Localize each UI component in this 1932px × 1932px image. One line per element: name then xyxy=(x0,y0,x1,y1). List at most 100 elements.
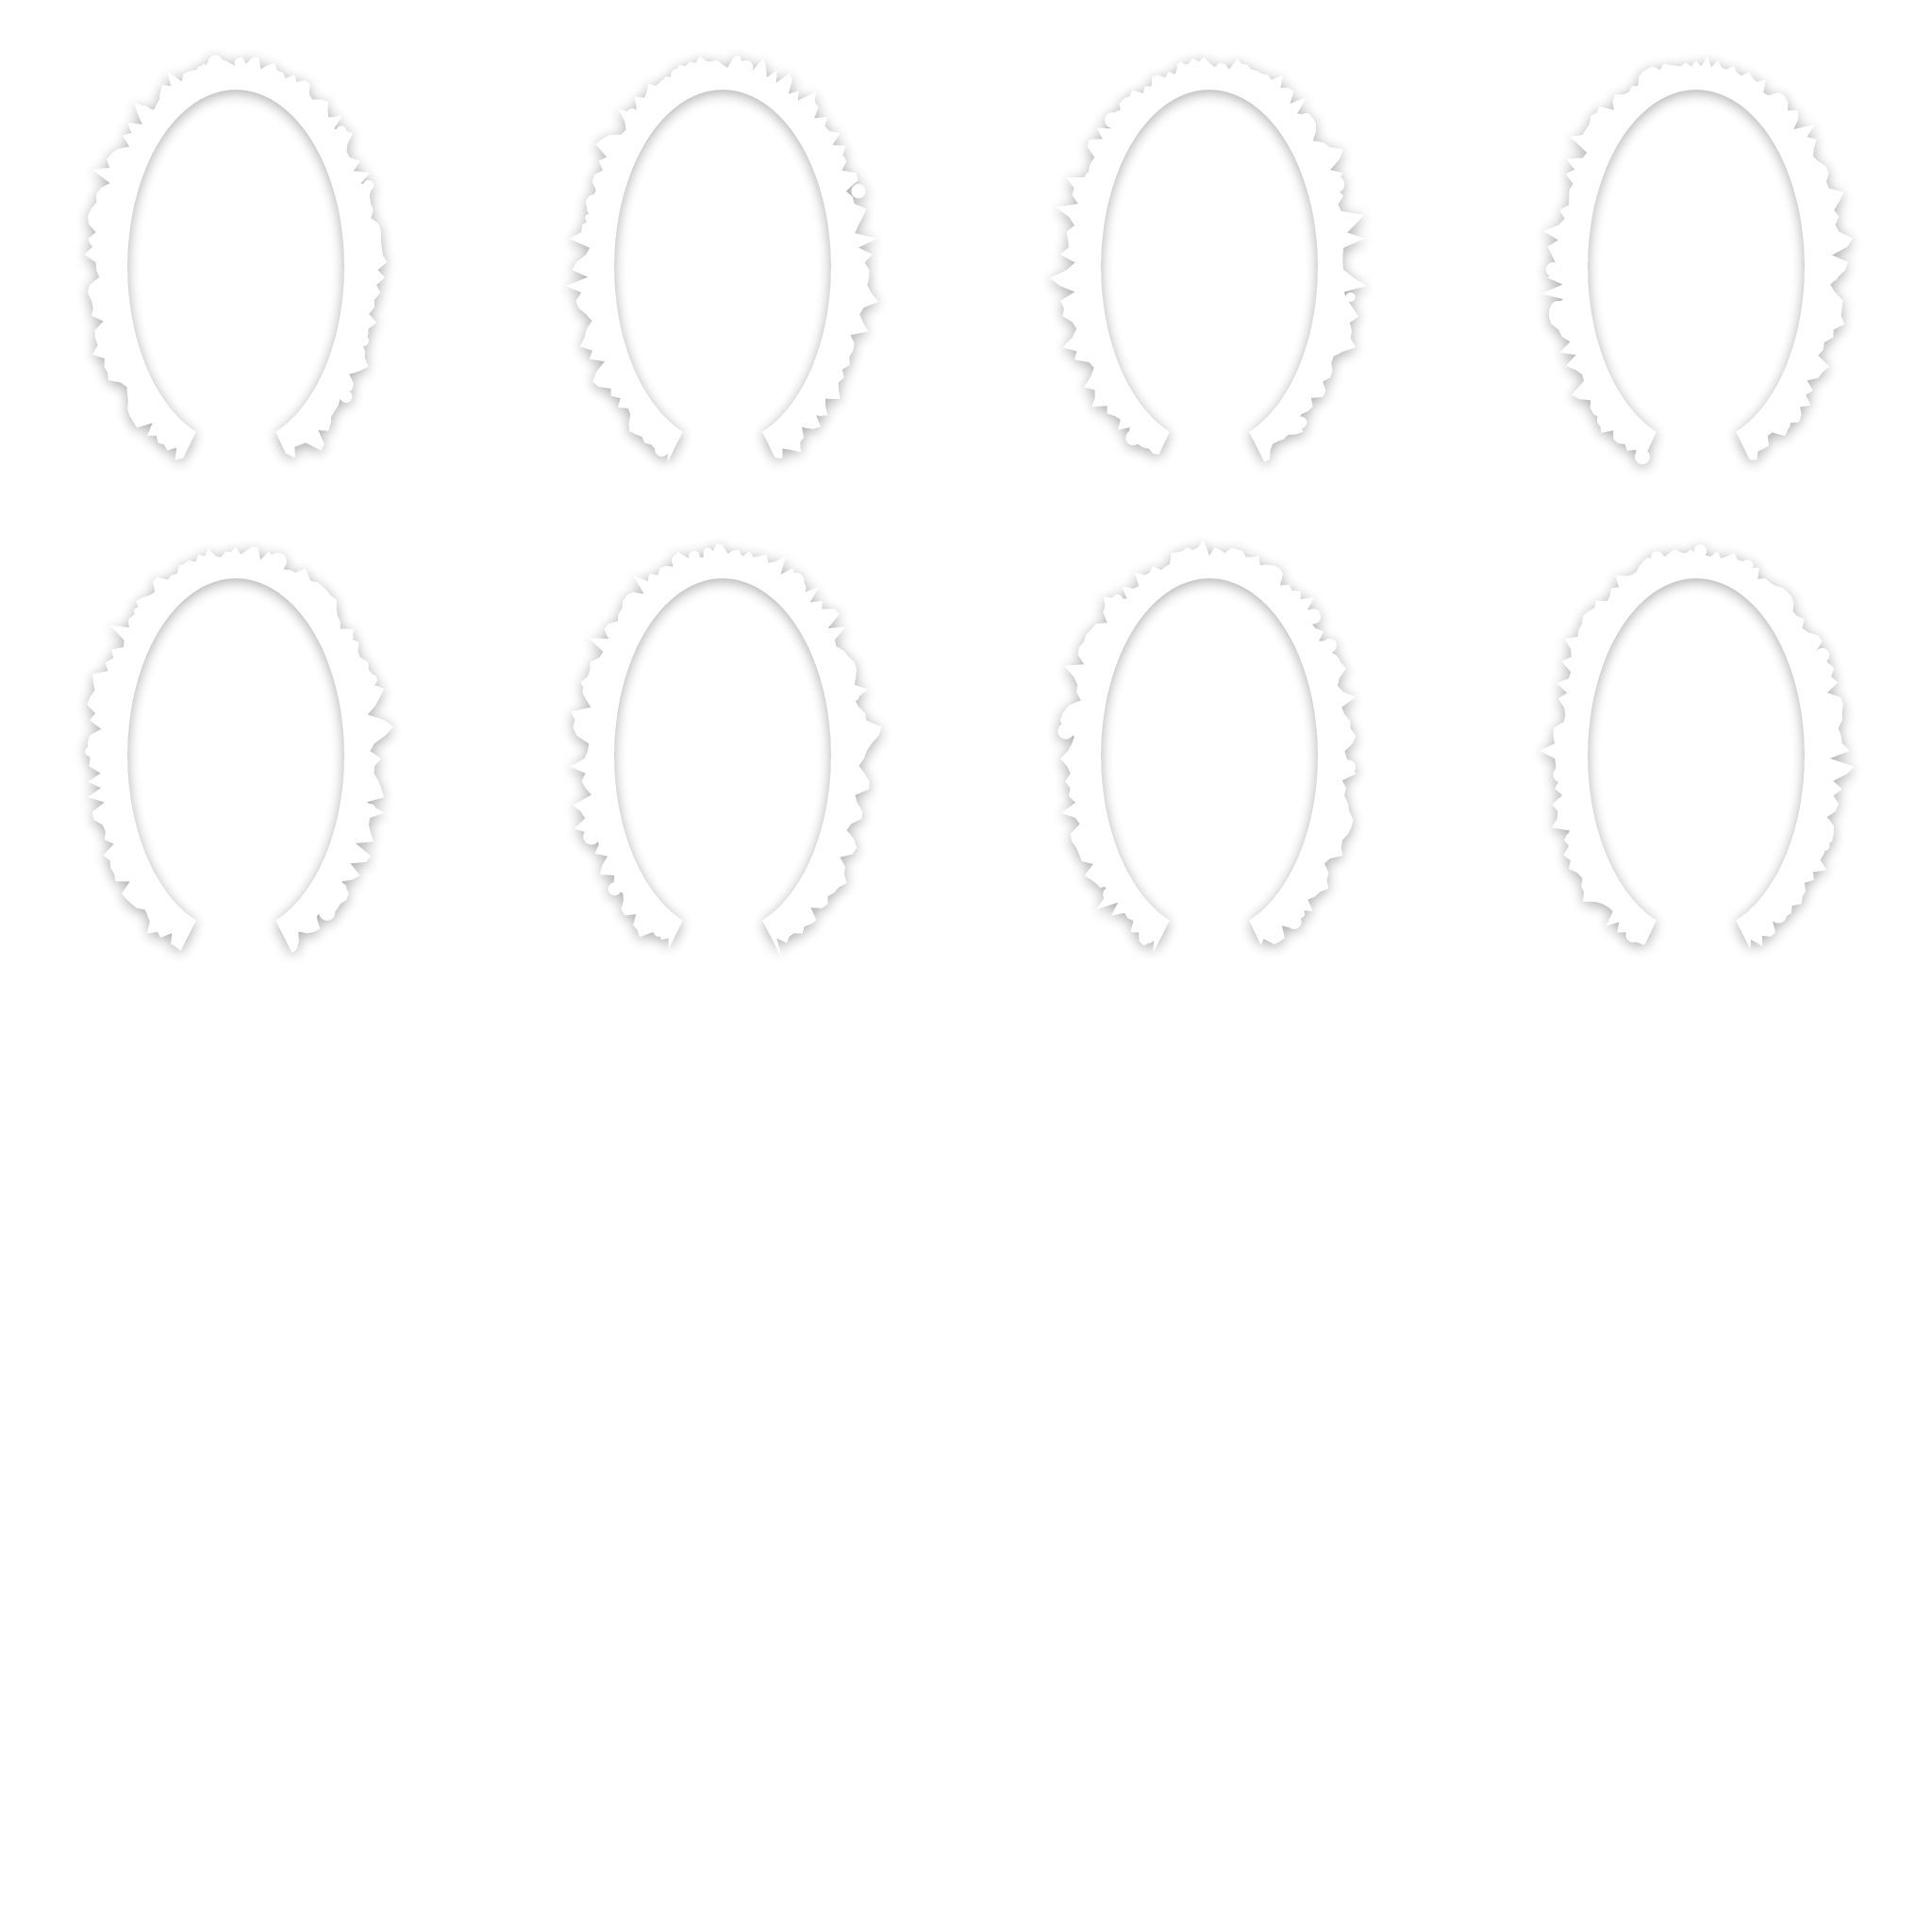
ring-speck xyxy=(269,553,287,571)
ring-speck xyxy=(583,828,600,845)
ring-speck xyxy=(653,924,665,937)
ring-speck xyxy=(672,554,685,568)
ring-speck xyxy=(1625,926,1641,942)
ring-speck xyxy=(593,341,603,350)
ring-speck xyxy=(1710,556,1720,564)
ring-speck xyxy=(740,60,754,75)
ring-body xyxy=(1540,549,1855,949)
ring-speck xyxy=(141,603,150,611)
ring-speck xyxy=(585,213,594,223)
ring-speck xyxy=(1322,639,1337,653)
ring-speck xyxy=(608,882,622,896)
ring-speck xyxy=(689,551,700,562)
ring-speck xyxy=(816,408,824,417)
ring-speck xyxy=(1545,262,1561,277)
ring-speck xyxy=(626,108,639,122)
ring-speck xyxy=(1345,292,1356,302)
ring-speck xyxy=(1341,759,1356,774)
ring-speck xyxy=(307,913,318,924)
ring-speck xyxy=(1142,931,1155,943)
ring-speck xyxy=(1103,887,1119,903)
ring-speck xyxy=(363,180,375,192)
ring-speck xyxy=(1553,767,1569,783)
ragged-oval-ring-icon xyxy=(85,546,393,953)
ring-speck xyxy=(1287,914,1302,929)
ragged-oval-ring-icon xyxy=(1540,544,1855,949)
ring-speck xyxy=(1784,118,1793,127)
ring-speck xyxy=(1550,301,1566,316)
ring-speck xyxy=(1597,412,1612,427)
ring-body xyxy=(1541,56,1853,460)
ragged-oval-ring-icon xyxy=(569,543,881,958)
ring-speck xyxy=(1306,608,1321,625)
ring-speck xyxy=(1085,172,1096,183)
ring-speck xyxy=(1067,750,1083,766)
ragged-oval-ring-icon xyxy=(1541,56,1853,465)
ring-speck xyxy=(365,804,375,814)
ring-speck xyxy=(1067,717,1074,724)
ragged-oval-ring-icon xyxy=(1058,540,1357,953)
ring-speck xyxy=(1111,594,1124,606)
ring-speck xyxy=(851,184,866,199)
ring-speck xyxy=(340,390,353,403)
ring-speck xyxy=(1341,212,1348,219)
ring-speck xyxy=(1176,62,1185,71)
ring-speck xyxy=(234,58,245,69)
ring-speck xyxy=(110,848,118,856)
ring-speck xyxy=(1815,648,1830,662)
ring-speck xyxy=(355,184,365,194)
ring-speck xyxy=(1782,409,1791,419)
ring-speck xyxy=(592,175,602,185)
ring-speck xyxy=(365,674,377,686)
ring-speck xyxy=(324,417,332,425)
ring-speck xyxy=(1125,430,1141,445)
ring-speck xyxy=(1809,167,1816,174)
ring-speck xyxy=(362,222,372,231)
ring-body xyxy=(1050,57,1367,462)
ring-speck xyxy=(1584,627,1591,635)
ring-speck xyxy=(655,442,669,457)
ring-speck xyxy=(1626,436,1639,447)
ring-speck xyxy=(1770,906,1787,924)
ring-speck xyxy=(140,106,150,116)
ring-speck xyxy=(1113,110,1126,124)
ring-speck xyxy=(1275,932,1284,941)
ring-speck xyxy=(1776,416,1790,431)
ring-speck xyxy=(1097,880,1105,888)
ring-speck xyxy=(656,83,665,92)
ring-speck xyxy=(118,647,125,655)
ring-speck xyxy=(577,708,593,725)
ring-speck xyxy=(790,580,807,596)
ring-speck xyxy=(343,631,354,642)
ring-speck xyxy=(1327,175,1345,193)
ring-speck xyxy=(1589,122,1597,131)
ring-speck xyxy=(1741,559,1754,572)
ring-speck xyxy=(133,607,143,617)
ring-speck xyxy=(336,125,347,137)
ragged-oval-ring-icon xyxy=(565,55,879,462)
ring-speck xyxy=(1830,318,1840,327)
ring-speck xyxy=(1065,298,1077,310)
ring-body xyxy=(565,55,879,462)
ring-speck xyxy=(224,553,231,561)
ring-speck xyxy=(1251,562,1259,571)
ring-speck xyxy=(318,902,330,914)
ring-speck xyxy=(823,611,830,619)
ring-speck xyxy=(1235,62,1244,72)
ring-speck xyxy=(1819,840,1830,851)
ring-speck xyxy=(774,82,789,98)
ring-speck xyxy=(1651,551,1664,564)
ring-speck xyxy=(358,335,369,346)
ragged-oval-ring-icon xyxy=(1050,57,1367,462)
ring-speck xyxy=(622,903,633,913)
ring-speck xyxy=(1823,317,1833,327)
ring-speck xyxy=(369,231,376,239)
ring-speck xyxy=(1693,544,1707,558)
ring-speck xyxy=(601,639,611,648)
ring-speck xyxy=(132,408,148,424)
ring-speck xyxy=(345,357,361,374)
ring-speck xyxy=(641,914,654,925)
ring-speck xyxy=(196,65,209,78)
ring-speck xyxy=(850,691,859,701)
